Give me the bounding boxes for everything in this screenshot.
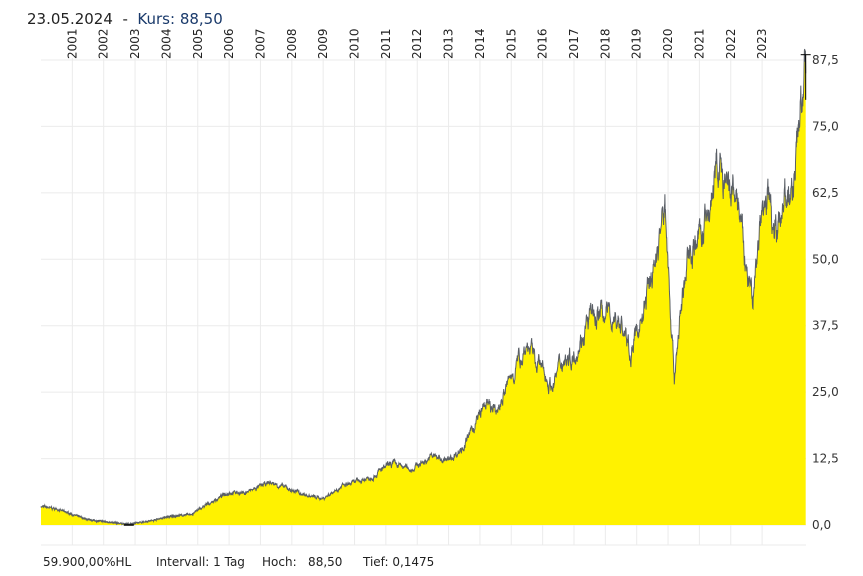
x-tick-label: 2015 <box>504 28 518 59</box>
high-readout: Hoch: 88,50 <box>262 555 343 569</box>
chart-title: 23.05.2024 - Kurs: 88,50 <box>27 10 223 28</box>
y-tick-label: 12,5 <box>812 452 839 466</box>
x-tick-label: 2004 <box>159 28 173 59</box>
x-tick-label: 2017 <box>567 28 581 59</box>
x-tick-label: 2022 <box>724 28 738 59</box>
y-tick-label: 37,5 <box>812 319 839 333</box>
separator: - <box>122 10 128 28</box>
y-tick-label: 50,0 <box>812 252 839 266</box>
date: 23.05.2024 <box>27 10 113 28</box>
price-line <box>40 48 807 526</box>
x-tick-label: 2001 <box>65 28 79 59</box>
kurs-label: Kurs: <box>137 10 176 28</box>
y-tick-label: 0,0 <box>812 518 831 532</box>
x-tick-label: 2005 <box>191 28 205 59</box>
x-tick-label: 2008 <box>285 28 299 59</box>
price-area <box>41 49 806 525</box>
interval-readout: Intervall: 1 Tag <box>156 555 245 569</box>
x-tick-label: 2021 <box>692 28 706 59</box>
x-tick-label: 2007 <box>253 28 267 59</box>
y-tick-label: 62,5 <box>812 186 839 200</box>
low-readout: Tief: 0,1475 <box>363 555 435 569</box>
y-tick-label: 75,0 <box>812 119 839 133</box>
x-tick-label: 2014 <box>473 28 487 59</box>
x-tick-label: 2013 <box>442 28 456 59</box>
x-tick-label: 2011 <box>379 28 393 59</box>
x-tick-label: 2012 <box>410 28 424 59</box>
x-tick-label: 2023 <box>755 28 769 59</box>
kurs-value: 88,50 <box>179 10 223 28</box>
x-tick-label: 2009 <box>316 28 330 59</box>
y-tick-label: 87,5 <box>812 53 839 67</box>
x-tick-label: 2002 <box>97 28 111 59</box>
x-tick-label: 2006 <box>222 28 236 59</box>
x-tick-label: 2010 <box>348 28 362 59</box>
x-tick-label: 2019 <box>630 28 644 59</box>
hl-readout: 59.900,00%HL <box>43 555 132 569</box>
x-tick-label: 2020 <box>661 28 675 59</box>
x-tick-label: 2003 <box>128 28 142 59</box>
x-tick-label: 2018 <box>598 28 612 59</box>
y-tick-label: 25,0 <box>812 385 839 399</box>
x-tick-label: 2016 <box>536 28 550 59</box>
